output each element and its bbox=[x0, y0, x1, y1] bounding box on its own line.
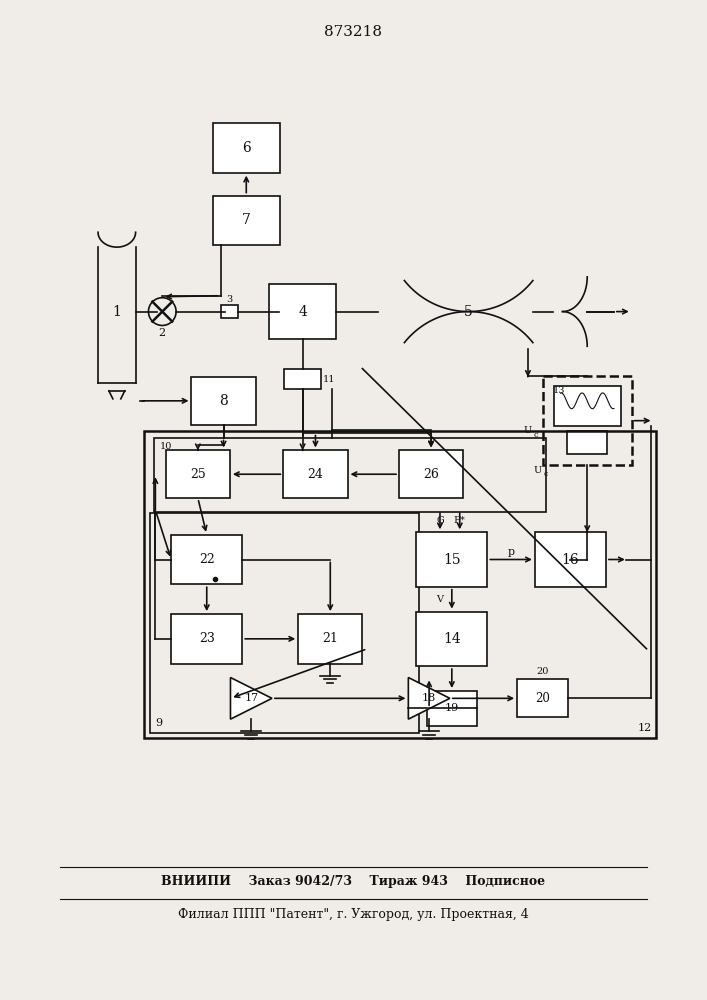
Bar bbox=[543, 376, 631, 465]
Bar bbox=[151, 513, 419, 733]
Text: 15: 15 bbox=[443, 552, 461, 566]
Text: 1: 1 bbox=[112, 305, 122, 319]
Polygon shape bbox=[409, 678, 450, 719]
Bar bbox=[154, 438, 546, 512]
Bar bbox=[284, 450, 348, 498]
Text: 12: 12 bbox=[637, 723, 651, 733]
Bar bbox=[554, 386, 621, 426]
Text: 2: 2 bbox=[158, 328, 166, 338]
Text: 7: 7 bbox=[242, 213, 251, 227]
Text: 16: 16 bbox=[561, 552, 579, 566]
Polygon shape bbox=[230, 678, 272, 719]
Text: 20: 20 bbox=[537, 667, 549, 676]
Text: 23: 23 bbox=[199, 632, 215, 645]
Text: 25: 25 bbox=[190, 468, 206, 481]
Text: c: c bbox=[544, 470, 548, 478]
Bar bbox=[144, 431, 656, 738]
Bar bbox=[399, 450, 463, 498]
Text: U: U bbox=[534, 466, 542, 475]
Text: 10: 10 bbox=[159, 442, 172, 451]
Text: 9: 9 bbox=[156, 718, 163, 728]
Text: 17: 17 bbox=[244, 693, 258, 703]
Text: V: V bbox=[436, 595, 443, 604]
Text: G: G bbox=[436, 516, 444, 525]
Bar bbox=[221, 305, 238, 318]
Text: 4: 4 bbox=[298, 305, 307, 319]
Text: 21: 21 bbox=[322, 632, 338, 645]
Bar bbox=[192, 377, 256, 425]
Text: 22: 22 bbox=[199, 553, 215, 566]
Bar bbox=[165, 450, 230, 498]
Bar bbox=[284, 369, 322, 389]
Bar bbox=[171, 614, 243, 664]
Text: c: c bbox=[534, 431, 538, 439]
Text: 20: 20 bbox=[535, 692, 550, 705]
Bar bbox=[298, 614, 363, 664]
Bar bbox=[269, 284, 337, 339]
Text: 6: 6 bbox=[242, 141, 251, 155]
Text: 18: 18 bbox=[422, 693, 436, 703]
Text: 3: 3 bbox=[226, 295, 233, 304]
Bar bbox=[517, 679, 568, 717]
Text: 13: 13 bbox=[553, 386, 565, 395]
Text: 24: 24 bbox=[308, 468, 323, 481]
Text: F*: F* bbox=[454, 516, 466, 525]
Bar bbox=[171, 535, 243, 584]
Text: 8: 8 bbox=[219, 394, 228, 408]
Bar bbox=[213, 196, 280, 245]
Text: 5: 5 bbox=[464, 305, 473, 319]
Text: p: p bbox=[508, 547, 515, 557]
Text: 14: 14 bbox=[443, 632, 461, 646]
Bar bbox=[416, 532, 487, 587]
Bar bbox=[213, 123, 280, 173]
Text: 19: 19 bbox=[445, 703, 459, 713]
Bar bbox=[534, 532, 606, 587]
Text: 873218: 873218 bbox=[324, 25, 382, 39]
Text: 11: 11 bbox=[323, 375, 336, 384]
Text: 26: 26 bbox=[423, 468, 439, 481]
Text: ВНИИПИ    Заказ 9042/73    Тираж 943    Подписное: ВНИИПИ Заказ 9042/73 Тираж 943 Подписное bbox=[161, 875, 545, 888]
Bar bbox=[427, 691, 477, 726]
Text: U: U bbox=[524, 426, 532, 435]
Bar bbox=[416, 612, 487, 666]
Bar bbox=[567, 431, 607, 454]
Text: Филиал ППП "Патент", г. Ужгород, ул. Проектная, 4: Филиал ППП "Патент", г. Ужгород, ул. Про… bbox=[177, 908, 528, 921]
